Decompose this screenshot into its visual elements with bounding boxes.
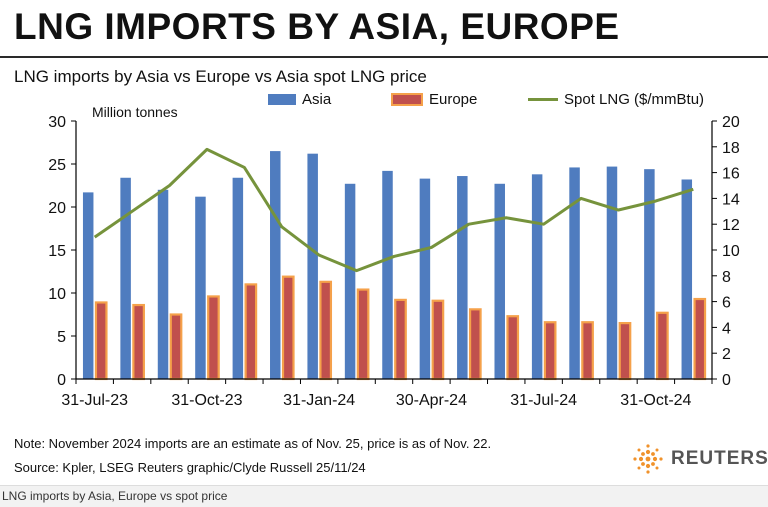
x-tick-label: 31-Oct-23	[171, 392, 242, 409]
y2-tick-label: 14	[722, 191, 740, 208]
bar-asia	[233, 178, 244, 379]
bar-asia	[607, 167, 618, 379]
bar-asia	[532, 174, 543, 379]
y-tick-label: 10	[48, 286, 66, 303]
bar-europe	[208, 296, 219, 379]
y2-tick-label: 8	[722, 269, 731, 286]
bar-asia	[158, 190, 169, 379]
bar-europe	[620, 323, 631, 379]
bar-europe	[545, 322, 556, 379]
bar-asia	[457, 176, 468, 379]
y2-tick-label: 12	[722, 217, 740, 234]
x-tick-label: 31-Jul-24	[510, 392, 577, 409]
caption-bar: LNG imports by Asia, Europe vs spot pric…	[0, 485, 768, 507]
bar-europe	[470, 309, 481, 379]
bar-europe	[395, 300, 406, 379]
y-tick-label: 5	[57, 329, 66, 346]
y-tick-label: 25	[48, 157, 66, 174]
y-tick-label: 15	[48, 243, 66, 260]
x-tick-label: 31-Oct-24	[620, 392, 691, 409]
chart: 0 2 4 6 8 10 12 14 16 18 20 0 5 10 15 20 25 30 31-Jul-23…	[0, 0, 768, 484]
x-tick-label: 31-Jan-24	[283, 392, 355, 409]
y2-tick-label: 0	[722, 372, 731, 389]
y2-tick-label: 10	[722, 243, 740, 260]
bar-asia	[270, 151, 281, 379]
y-tick-label: 30	[48, 114, 66, 131]
bar-europe	[358, 290, 369, 379]
spot-lng-line	[95, 149, 694, 270]
bar-europe	[96, 302, 107, 379]
bar-europe	[283, 277, 294, 379]
y2-tick-label: 2	[722, 346, 731, 363]
bar-europe	[133, 305, 144, 379]
reuters-logo: REUTERS	[631, 442, 768, 476]
bar-europe	[246, 284, 257, 379]
bar-europe	[657, 313, 668, 379]
bar-europe	[171, 315, 182, 380]
y2-tick-label: 16	[722, 166, 740, 183]
y2-tick-label: 18	[722, 140, 740, 157]
x-tick-label: 30-Apr-24	[396, 392, 467, 409]
image-caption: LNG imports by Asia, Europe vs spot pric…	[2, 489, 227, 503]
bar-europe	[320, 282, 331, 379]
bar-asia	[682, 179, 693, 379]
reuters-logo-text: REUTERS	[671, 448, 768, 470]
bar-asia	[382, 171, 393, 379]
x-tick-label: 31-Jul-23	[61, 392, 128, 409]
y2-tick-label: 6	[722, 295, 731, 312]
bar-asia	[345, 184, 356, 379]
bar-asia	[195, 197, 206, 379]
bar-asia	[307, 154, 318, 379]
reuters-logo-icon	[631, 442, 665, 476]
bar-europe	[507, 316, 518, 379]
bar-asia	[420, 179, 431, 379]
bar-europe	[582, 322, 593, 379]
note-text: Note: November 2024 imports are an estim…	[14, 436, 491, 451]
y-tick-label: 20	[48, 200, 66, 217]
bar-asia	[83, 192, 94, 379]
y-tick-label: 0	[57, 372, 66, 389]
bar-europe	[433, 301, 444, 379]
source-text: Source: Kpler, LSEG Reuters graphic/Clyd…	[14, 460, 366, 475]
bar-asia	[120, 178, 131, 379]
bar-asia	[494, 184, 505, 379]
bar-europe	[695, 299, 706, 379]
y2-tick-label: 4	[722, 320, 731, 337]
y2-tick-label: 20	[722, 114, 740, 131]
